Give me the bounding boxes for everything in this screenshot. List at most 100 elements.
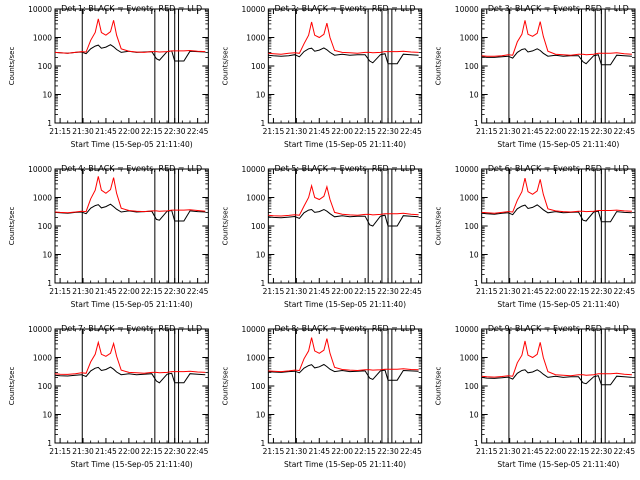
x-tick-label: 22:15 <box>354 447 376 456</box>
y-tick-label: 100 <box>464 222 479 231</box>
x-tick-label: 21:30 <box>72 127 94 136</box>
y-tick-label: 1000 <box>33 194 52 203</box>
x-tick-label: 21:15 <box>49 287 71 296</box>
series-line-lld <box>54 176 206 214</box>
x-tick-label: 22:15 <box>568 447 590 456</box>
series-line-events <box>481 369 632 386</box>
y-tick-label: 10 <box>256 91 266 100</box>
y-axis-label: Counts/sec <box>221 207 229 246</box>
y-axis-label: Counts/sec <box>221 367 229 406</box>
series-line-events <box>268 363 419 381</box>
chart-panel-1: Det 1: BLACK = Events, RED = LLD Counts/s… <box>8 4 209 149</box>
y-tick-label: 1000 <box>460 34 479 43</box>
y-tick-label: 10 <box>42 411 52 420</box>
chart-title: Det 6: BLACK = Events, RED = LLD <box>488 164 629 173</box>
x-axis-label: Start Time (15-Sep-05 21:11:40) <box>71 300 193 309</box>
x-tick-label: 22:30 <box>164 447 186 456</box>
y-axis-label: Counts/sec <box>8 47 16 86</box>
y-tick-label: 1000 <box>246 34 265 43</box>
y-tick-label: 10 <box>256 411 266 420</box>
y-tick-label: 10000 <box>455 165 479 174</box>
x-tick-label: 22:00 <box>331 447 353 456</box>
x-tick-label: 21:15 <box>49 447 71 456</box>
x-tick-label: 22:30 <box>377 287 399 296</box>
x-tick-label: 22:30 <box>164 287 186 296</box>
x-tick-label: 22:45 <box>187 127 209 136</box>
y-tick-label: 100 <box>464 382 479 391</box>
x-tick-label: 22:00 <box>118 127 140 136</box>
y-tick-label: 10 <box>42 91 52 100</box>
x-tick-label: 21:15 <box>476 127 498 136</box>
y-tick-label: 10000 <box>241 5 265 14</box>
x-tick-label: 21:15 <box>263 447 285 456</box>
y-tick-label: 10000 <box>241 325 265 334</box>
y-axis-label: Counts/sec <box>221 47 229 86</box>
series-line-lld <box>268 21 419 55</box>
plot-frame <box>54 328 209 444</box>
series-line-events <box>268 208 419 227</box>
x-tick-label: 21:15 <box>263 287 285 296</box>
x-tick-label: 21:45 <box>522 127 544 136</box>
x-tick-label: 21:45 <box>308 447 330 456</box>
y-tick-label: 1000 <box>460 194 479 203</box>
series-line-events <box>481 48 632 66</box>
x-tick-label: 22:30 <box>377 127 399 136</box>
y-tick-label: 1 <box>261 279 266 288</box>
x-tick-label: 22:30 <box>591 447 613 456</box>
x-tick-label: 22:15 <box>568 127 590 136</box>
x-axis-label: Start Time (15-Sep-05 21:11:40) <box>284 300 406 309</box>
x-tick-label: 21:30 <box>499 127 521 136</box>
x-tick-label: 22:00 <box>118 447 140 456</box>
chart-title: Det 3: BLACK = Events, RED = LLD <box>488 4 629 13</box>
chart-title: Det 1: BLACK = Events, RED = LLD <box>61 4 202 13</box>
x-tick-label: 22:30 <box>164 127 186 136</box>
chart-title: Det 8: BLACK = Events, RED = LLD <box>275 324 416 333</box>
x-tick-label: 22:30 <box>591 287 613 296</box>
x-tick-label: 22:45 <box>613 447 635 456</box>
chart-title: Det 2: BLACK = Events, RED = LLD <box>275 4 416 13</box>
y-tick-label: 10000 <box>28 5 52 14</box>
chart-panel-2: Det 2: BLACK = Events, RED = LLD Counts/s… <box>221 4 423 149</box>
y-tick-label: 1 <box>474 119 479 128</box>
y-tick-label: 10000 <box>455 5 479 14</box>
x-tick-label: 22:45 <box>613 287 635 296</box>
chart-panel-8: Det 8: BLACK = Events, RED = LLD Counts/s… <box>221 324 423 469</box>
y-tick-label: 1000 <box>460 354 479 363</box>
y-tick-label: 1000 <box>33 34 52 43</box>
y-tick-label: 100 <box>38 382 53 391</box>
y-axis-label: Counts/sec <box>435 47 443 86</box>
x-tick-label: 22:00 <box>118 287 140 296</box>
x-tick-label: 21:30 <box>286 127 308 136</box>
series-line-events <box>481 204 632 223</box>
x-tick-label: 21:15 <box>476 447 498 456</box>
plot-frame <box>54 8 209 124</box>
series-line-lld <box>481 20 632 57</box>
x-axis-label: Start Time (15-Sep-05 21:11:40) <box>284 140 406 149</box>
y-tick-label: 10000 <box>28 325 52 334</box>
y-tick-label: 100 <box>38 222 53 231</box>
x-tick-label: 22:00 <box>545 287 567 296</box>
x-tick-label: 22:45 <box>613 127 635 136</box>
plot-frame <box>54 168 209 284</box>
x-tick-label: 21:45 <box>95 447 117 456</box>
x-tick-label: 22:00 <box>545 127 567 136</box>
x-tick-label: 22:00 <box>545 447 567 456</box>
x-tick-label: 22:45 <box>400 127 422 136</box>
y-tick-label: 10 <box>469 411 479 420</box>
y-tick-label: 100 <box>251 222 266 231</box>
y-tick-label: 10 <box>256 251 266 260</box>
x-tick-label: 22:15 <box>354 127 376 136</box>
y-tick-label: 10 <box>469 91 479 100</box>
y-tick-label: 100 <box>251 62 266 71</box>
y-axis-label: Counts/sec <box>435 367 443 406</box>
y-tick-label: 1 <box>261 439 266 448</box>
y-tick-label: 10000 <box>241 165 265 174</box>
y-tick-label: 10000 <box>28 165 52 174</box>
y-tick-label: 1 <box>261 119 266 128</box>
chart-title: Det 7: BLACK = Events, RED = LLD <box>61 324 202 333</box>
x-tick-label: 21:15 <box>263 127 285 136</box>
chart-title: Det 5: BLACK = Events, RED = LLD <box>275 164 416 173</box>
x-tick-label: 22:15 <box>141 127 163 136</box>
x-tick-label: 22:00 <box>331 287 353 296</box>
